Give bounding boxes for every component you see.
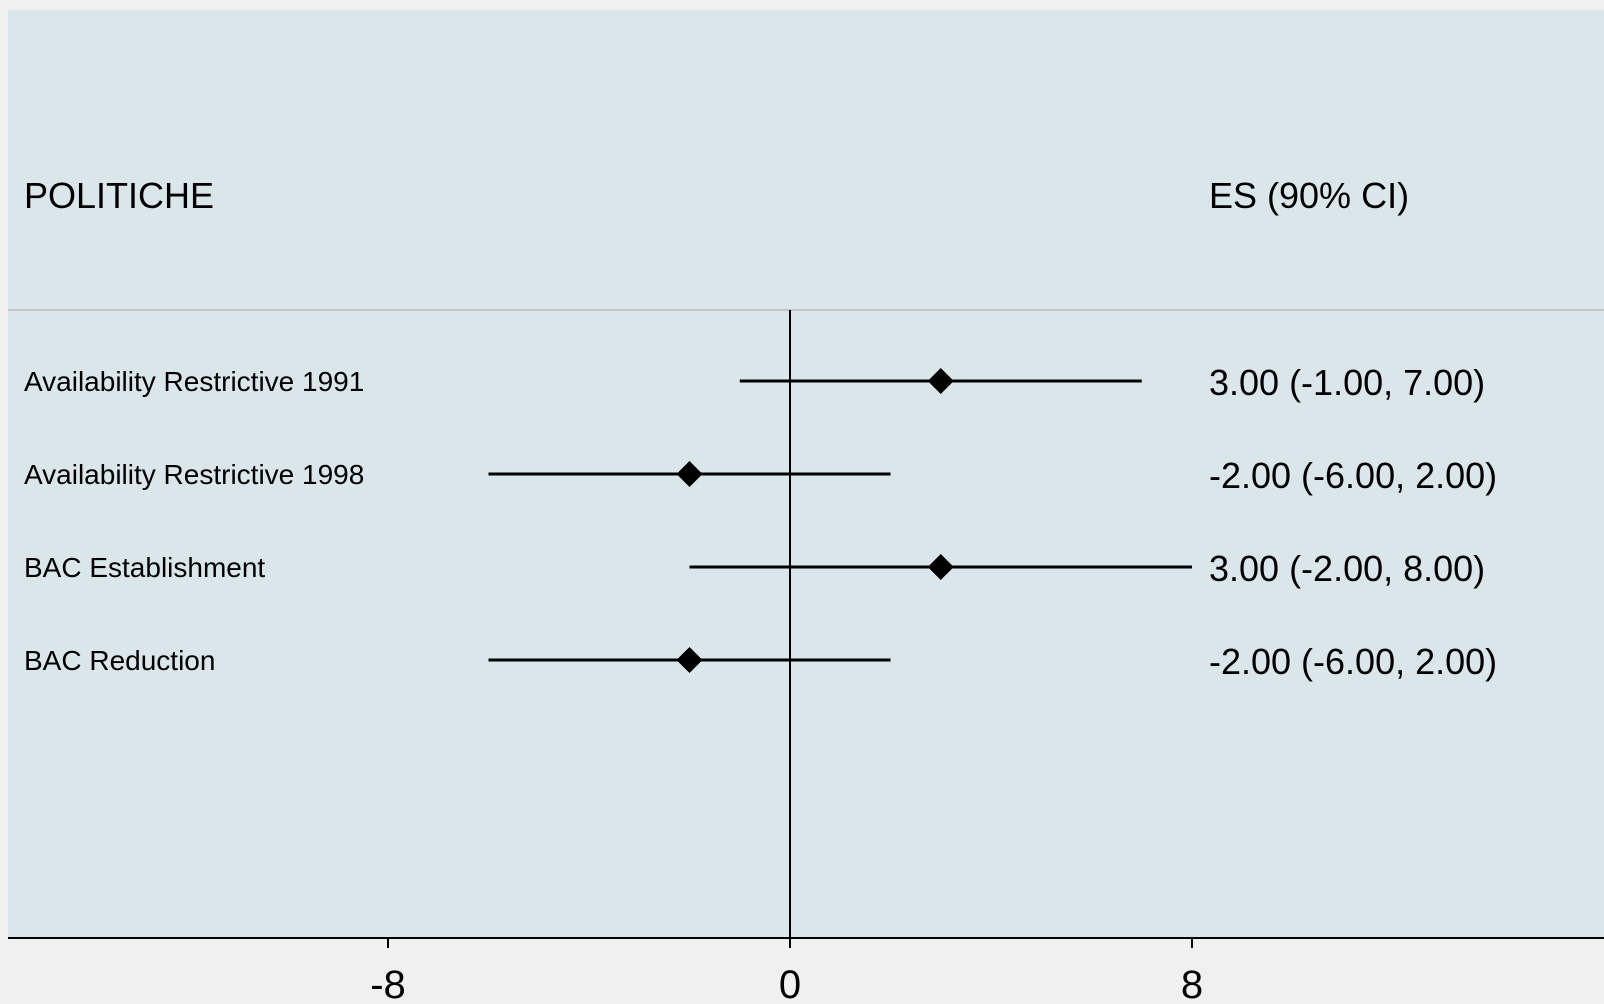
rows-layer: Availability Restrictive 1991 3.00 (-1.00…	[24, 362, 1497, 682]
row-ci-label: 3.00 (-1.00, 7.00)	[1209, 362, 1485, 403]
row-ci-label: -2.00 (-6.00, 2.00)	[1209, 641, 1497, 682]
effect-size-marker	[927, 368, 954, 394]
effect-size-marker	[676, 647, 703, 673]
estimate-column-header: ES (90% CI)	[1209, 175, 1409, 216]
effect-size-marker	[927, 554, 954, 580]
x-axis-ticks: -8 0 8	[370, 938, 1203, 1004]
row-ci-label: 3.00 (-2.00, 8.00)	[1209, 548, 1485, 589]
forest-row: Availability Restrictive 1991 3.00 (-1.00…	[24, 362, 1485, 403]
label-column-header: POLITICHE	[24, 175, 214, 216]
x-tick-label: 0	[779, 963, 801, 1004]
forest-row: Availability Restrictive 1998 -2.00 (-6.0…	[24, 455, 1497, 496]
row-label: Availability Restrictive 1991	[24, 366, 364, 397]
row-ci-label: -2.00 (-6.00, 2.00)	[1209, 455, 1497, 496]
row-label: BAC Reduction	[24, 645, 215, 676]
forest-row: BAC Reduction -2.00 (-6.00, 2.00)	[24, 641, 1497, 682]
x-tick-label: -8	[370, 963, 406, 1004]
x-tick-label: 8	[1181, 963, 1203, 1004]
row-label: Availability Restrictive 1998	[24, 459, 364, 490]
row-label: BAC Establishment	[24, 552, 265, 583]
effect-size-marker	[676, 461, 703, 487]
forest-row: BAC Establishment 3.00 (-2.00, 8.00)	[24, 548, 1485, 589]
